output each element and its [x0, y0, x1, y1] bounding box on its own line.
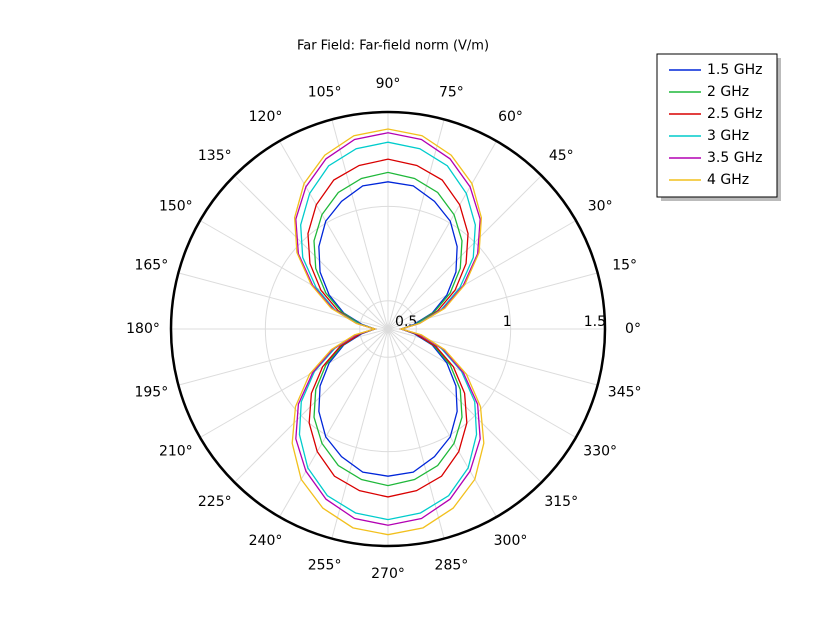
grid-spoke	[387, 220, 577, 330]
theta-tick-label: 15°	[612, 258, 637, 274]
theta-tick-label: 0°	[625, 321, 641, 337]
grid-spoke	[387, 175, 542, 330]
legend-label: 3.5 GHz	[707, 150, 762, 166]
chart-title: Far Field: Far-field norm (V/m)	[297, 39, 489, 54]
grid-spoke	[234, 175, 389, 330]
theta-tick-label: 285°	[435, 558, 469, 574]
grid-spoke	[331, 119, 389, 330]
polar-frame	[169, 110, 607, 548]
theta-tick-label: 195°	[134, 384, 168, 400]
grid-spoke	[279, 328, 389, 518]
grid-spoke	[387, 328, 497, 518]
theta-tick-label: 105°	[308, 84, 342, 100]
legend-box	[656, 53, 778, 198]
theta-tick-label: 240°	[249, 533, 283, 549]
grid-spoke	[387, 328, 445, 539]
grid-spoke	[331, 328, 389, 539]
legend-label: 1.5 GHz	[707, 62, 762, 78]
theta-tick-label: 150°	[159, 199, 193, 215]
grid-spoke	[279, 140, 389, 330]
grid-spoke	[199, 328, 389, 438]
legend-label: 3 GHz	[707, 128, 749, 144]
theta-tick-label: 30°	[588, 199, 613, 215]
grid-spoke	[199, 220, 389, 330]
legend-label: 2.5 GHz	[707, 106, 762, 122]
series-line	[291, 128, 485, 536]
legend-label: 2 GHz	[707, 84, 749, 100]
grid-spoke	[387, 328, 542, 483]
grid-ring	[264, 205, 512, 453]
grid-spoke	[234, 328, 389, 483]
theta-tick-label: 225°	[198, 494, 232, 510]
grid-spoke	[387, 119, 445, 330]
legend-label: 4 GHz	[707, 172, 749, 188]
theta-tick-label: 180°	[126, 321, 160, 337]
theta-tick-label: 315°	[544, 494, 578, 510]
grid-spoke	[387, 328, 577, 438]
theta-tick-label: 330°	[583, 444, 617, 460]
grid-ring	[359, 300, 417, 358]
r-tick-label: 1.5	[584, 314, 606, 330]
theta-tick-label: 75°	[439, 84, 464, 100]
theta-tick-label: 165°	[134, 258, 168, 274]
theta-tick-label: 120°	[249, 109, 283, 125]
r-tick-label: 1	[503, 314, 512, 330]
theta-tick-label: 300°	[494, 533, 528, 549]
theta-tick-label: 255°	[308, 558, 342, 574]
theta-tick-label: 60°	[498, 109, 523, 125]
theta-tick-label: 45°	[549, 148, 574, 164]
theta-tick-label: 135°	[198, 148, 232, 164]
grid-spoke	[387, 140, 497, 330]
theta-tick-label: 210°	[159, 444, 193, 460]
theta-tick-label: 90°	[376, 76, 401, 92]
theta-tick-label: 345°	[608, 384, 642, 400]
theta-tick-label: 270°	[371, 566, 405, 582]
